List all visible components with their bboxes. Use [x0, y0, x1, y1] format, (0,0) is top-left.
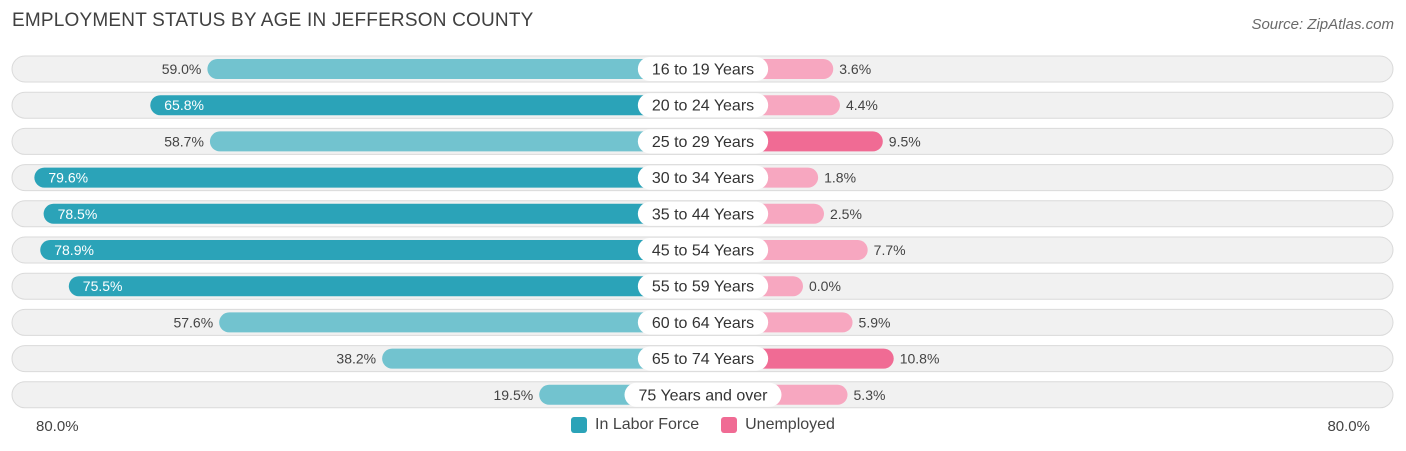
- row-5: 45 to 54 Years 78.9% 7.7%: [11, 236, 1394, 264]
- value-label-unemployed: 7.7%: [874, 242, 906, 258]
- value-label-unemployed: 0.0%: [809, 278, 841, 294]
- value-label-labor: 19.5%: [493, 387, 533, 403]
- bar-labor-force[interactable]: [209, 131, 704, 152]
- legend-swatch-labor: [571, 417, 588, 433]
- category-label: 30 to 34 Years: [652, 170, 754, 187]
- bar-labor-force[interactable]: [207, 59, 703, 79]
- category-label: 35 to 44 Years: [652, 206, 754, 223]
- row-8: 65 to 74 Years 38.2% 10.8%: [11, 345, 1394, 373]
- category-label: 25 to 29 Years: [652, 134, 754, 151]
- row-2: 25 to 29 Years 58.7% 9.5%: [11, 127, 1394, 155]
- value-label-labor: 79.6%: [48, 170, 88, 186]
- legend-label-labor: In Labor Force: [595, 416, 700, 433]
- value-label-labor: 58.7%: [164, 133, 204, 149]
- chart-source: Source: ZipAtlas.com: [1251, 16, 1394, 33]
- category-label-box: [637, 129, 769, 154]
- value-label-unemployed: 5.9%: [859, 314, 891, 330]
- category-label: 60 to 64 Years: [652, 315, 754, 332]
- legend-label-unemployed: Unemployed: [745, 416, 835, 433]
- category-label-box: [637, 57, 769, 81]
- category-label: 16 to 19 Years: [652, 62, 754, 79]
- value-label-unemployed: 3.6%: [839, 61, 871, 77]
- legend-item-labor[interactable]: In Labor Force: [571, 416, 699, 434]
- legend-swatch-unemployed: [721, 417, 738, 433]
- bar-labor-force[interactable]: [382, 348, 703, 369]
- axis-right-label: 80.0%: [1327, 418, 1370, 435]
- bar-labor-force[interactable]: [34, 167, 704, 188]
- category-label-box: [637, 238, 769, 262]
- row-7: 60 to 64 Years 57.6% 5.9%: [11, 308, 1394, 336]
- axis-left-label: 80.0%: [36, 418, 79, 435]
- chart-title: EMPLOYMENT STATUS BY AGE IN JEFFERSON CO…: [12, 10, 534, 31]
- row-4: 35 to 44 Years 78.5% 2.5%: [11, 200, 1394, 228]
- bar-labor-force[interactable]: [43, 203, 704, 224]
- category-label: 75 Years and over: [639, 387, 769, 404]
- row-6: 55 to 59 Years 75.5% 0.0%: [11, 272, 1394, 300]
- value-label-labor: 78.5%: [58, 206, 98, 222]
- bar-labor-force[interactable]: [150, 95, 703, 116]
- row-3: 30 to 34 Years 79.6% 1.8%: [11, 164, 1394, 192]
- chart-plot: 16 to 19 Years 59.0% 3.6% 20 to 24 Years 65.…: [11, 55, 1394, 409]
- value-label-unemployed: 2.5%: [830, 206, 862, 222]
- value-label-labor: 65.8%: [164, 97, 204, 113]
- value-label-labor: 59.0%: [162, 61, 202, 77]
- value-label-labor: 75.5%: [83, 278, 123, 294]
- value-label-unemployed: 10.8%: [900, 351, 940, 367]
- category-label: 45 to 54 Years: [652, 243, 754, 260]
- value-label-labor: 57.6%: [173, 314, 213, 330]
- category-label-box: [637, 201, 769, 226]
- category-label: 20 to 24 Years: [652, 98, 754, 115]
- category-label-box: [637, 93, 769, 118]
- category-label: 55 to 59 Years: [652, 279, 754, 296]
- bar-labor-force[interactable]: [40, 240, 704, 260]
- legend-item-unemployed[interactable]: Unemployed: [721, 416, 835, 434]
- legend: In Labor Force Unemployed: [0, 416, 1406, 434]
- value-label-labor: 38.2%: [336, 351, 376, 367]
- category-label-box: [637, 165, 769, 190]
- value-label-labor: 78.9%: [54, 242, 94, 258]
- bar-labor-force[interactable]: [68, 276, 704, 297]
- category-label-box: [624, 382, 782, 407]
- value-label-unemployed: 5.3%: [854, 387, 886, 403]
- row-9: 75 Years and over 19.5% 5.3%: [11, 381, 1394, 409]
- bar-labor-force[interactable]: [219, 312, 703, 333]
- value-label-unemployed: 4.4%: [846, 97, 878, 113]
- category-label: 65 to 74 Years: [652, 351, 754, 368]
- category-label-box: [637, 274, 769, 299]
- category-label-box: [637, 346, 769, 371]
- row-1: 20 to 24 Years 65.8% 4.4%: [11, 91, 1394, 119]
- category-label-box: [637, 310, 769, 335]
- value-label-unemployed: 1.8%: [824, 170, 856, 186]
- value-label-unemployed: 9.5%: [889, 133, 921, 149]
- row-0: 16 to 19 Years 59.0% 3.6%: [11, 55, 1394, 83]
